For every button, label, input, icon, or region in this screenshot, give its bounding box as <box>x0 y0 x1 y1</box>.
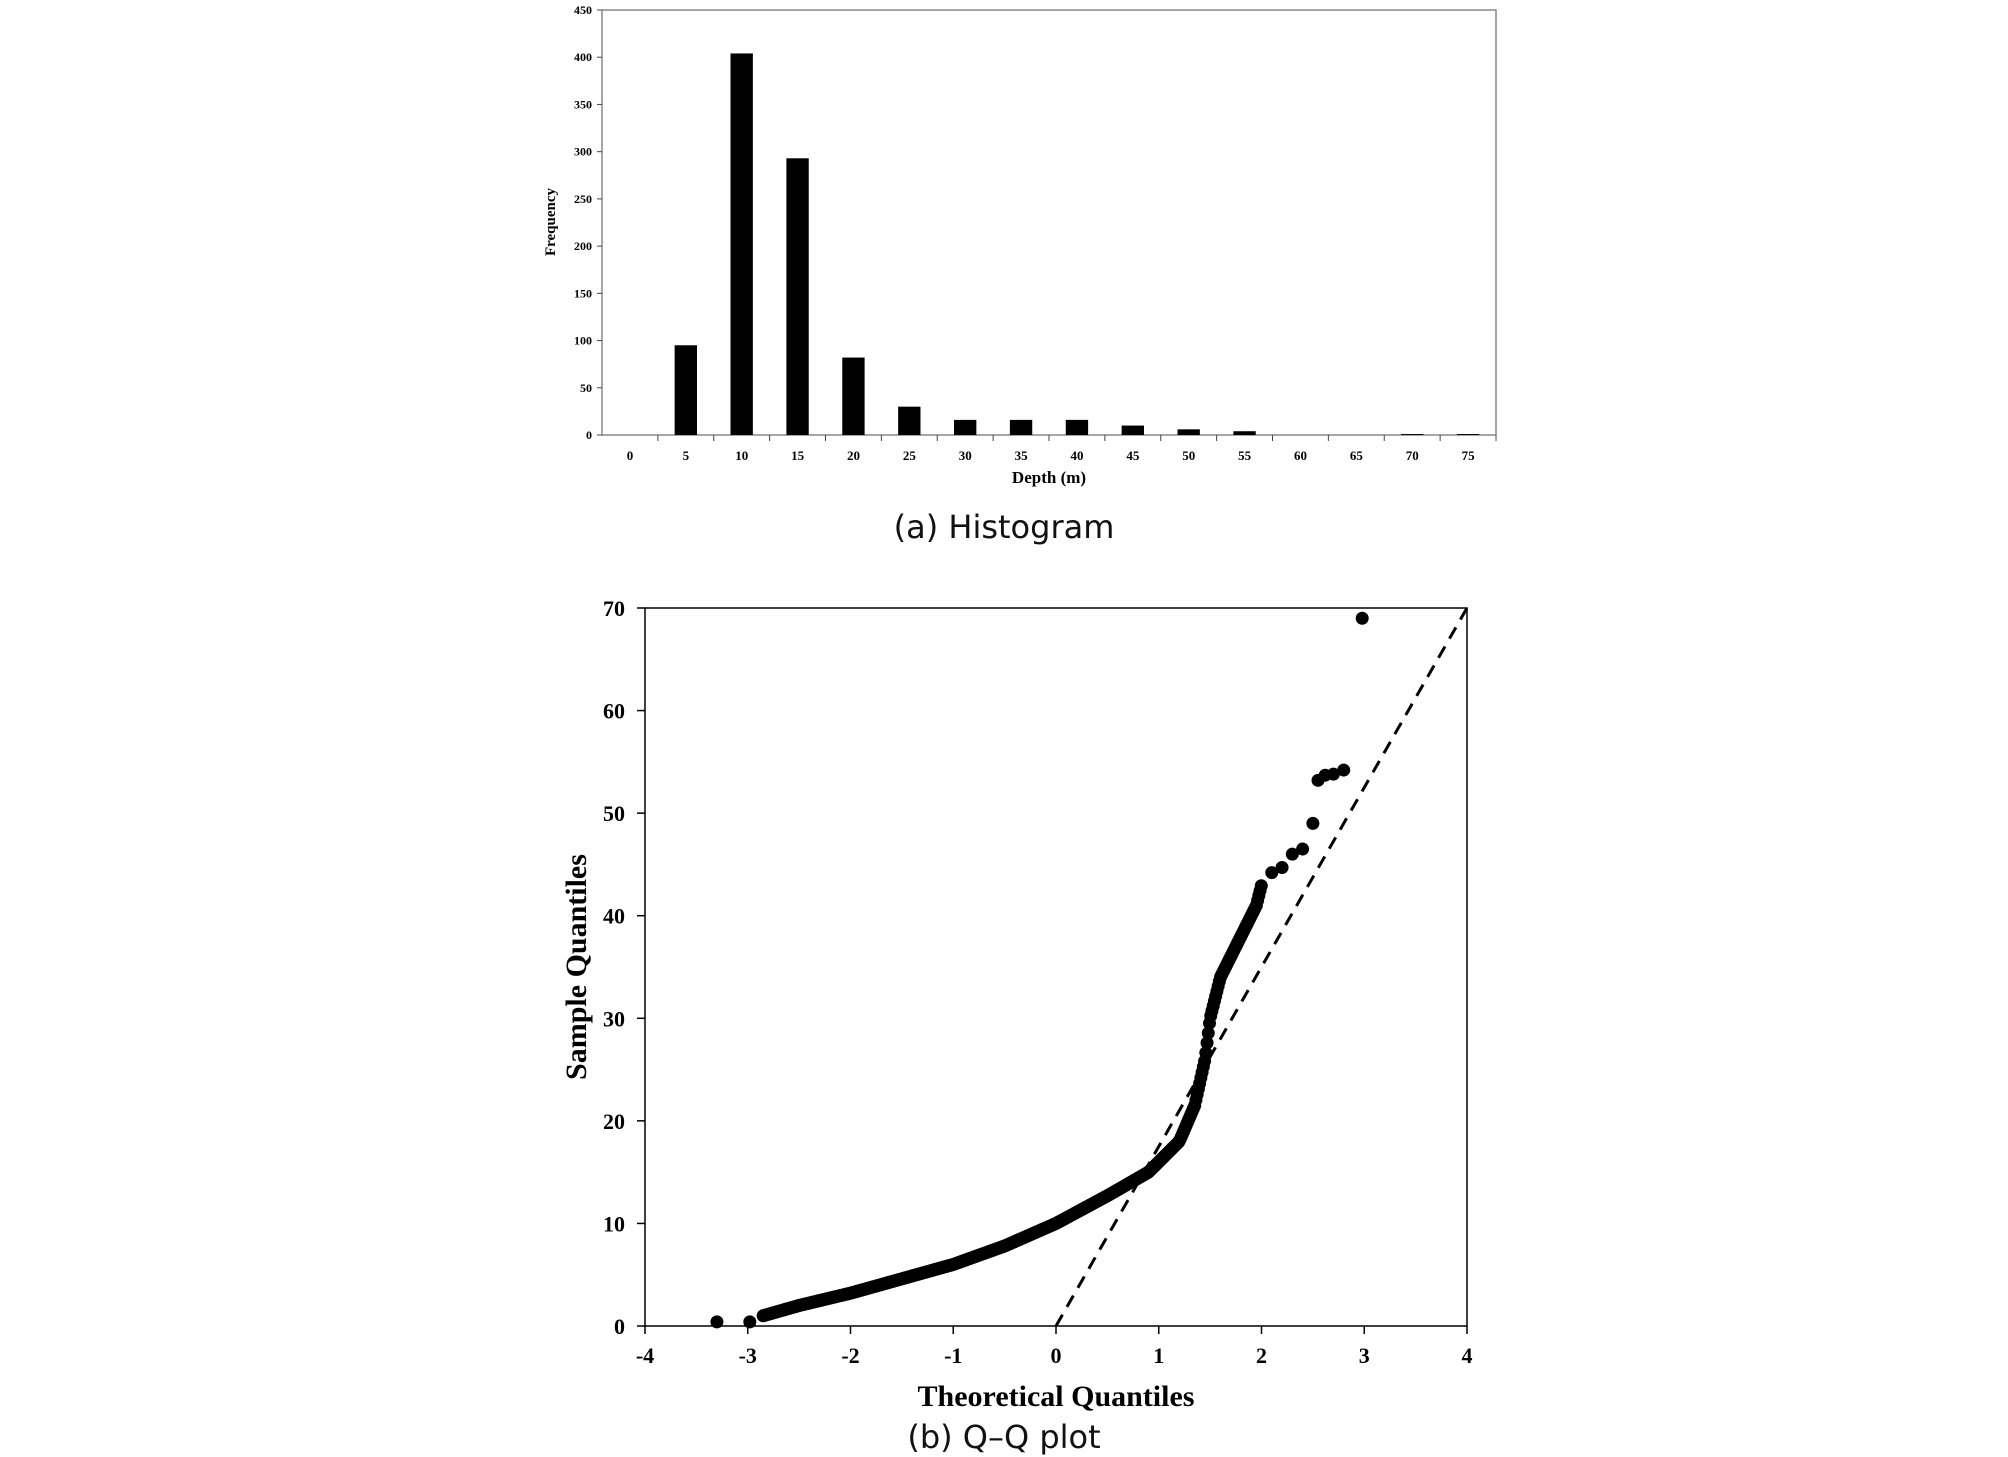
qq-x-axis-label: Theoretical Quantiles <box>918 1380 1195 1413</box>
histogram-x-tick-label: 5 <box>683 448 690 463</box>
qq-y-tick-label: 30 <box>603 1006 625 1031</box>
qq-x-tick-label: -3 <box>739 1343 757 1368</box>
qq-x-tick-label: 0 <box>1051 1343 1062 1368</box>
histogram-bar <box>1121 425 1144 435</box>
histogram-x-tick-label: 25 <box>903 448 917 463</box>
histogram-y-tick-label: 50 <box>580 381 592 395</box>
qq-x-tick-label: -1 <box>944 1343 962 1368</box>
histogram-y-tick-label: 100 <box>574 334 592 348</box>
qq-data-point <box>1326 767 1340 781</box>
qq-x-tick-label: 1 <box>1153 1343 1164 1368</box>
qq-data-point <box>1306 816 1320 830</box>
histogram-x-tick-label: 35 <box>1015 448 1029 463</box>
histogram-bar <box>1009 419 1033 435</box>
histogram-x-tick-label: 60 <box>1294 448 1307 463</box>
histogram-bar <box>674 345 697 435</box>
histogram-x-tick-label: 75 <box>1462 448 1476 463</box>
histogram-y-tick-label: 350 <box>574 97 592 111</box>
histogram-caption: (a) Histogram <box>893 508 1115 546</box>
histogram-x-tick-label: 70 <box>1406 448 1419 463</box>
qq-data-point <box>1337 763 1351 777</box>
qq-y-tick-label: 20 <box>603 1109 625 1134</box>
qq-y-tick-label: 10 <box>603 1211 625 1236</box>
qq-plot-caption: (b) Q–Q plot <box>907 1418 1101 1456</box>
histogram-x-tick-label: 45 <box>1126 448 1140 463</box>
histogram-bar <box>730 53 753 435</box>
histogram-y-tick-label: 0 <box>586 428 592 442</box>
qq-x-tick-label: 3 <box>1359 1343 1370 1368</box>
qq-data-point <box>1254 879 1268 893</box>
histogram-y-axis-label: Frequency <box>543 187 559 256</box>
qq-y-tick-label: 50 <box>603 801 625 826</box>
histogram-y-tick-label: 300 <box>574 145 592 159</box>
qq-x-tick-label: 4 <box>1462 1343 1473 1368</box>
qq-data-point <box>1275 861 1289 875</box>
histogram-x-tick-label: 20 <box>847 448 860 463</box>
histogram-x-axis-label: Depth (m) <box>1012 468 1086 487</box>
histogram-x-tick-label: 0 <box>627 448 634 463</box>
histogram-x-tick-label: 10 <box>735 448 748 463</box>
histogram-y-tick-label: 400 <box>574 50 592 64</box>
histogram-x-tick-label: 55 <box>1238 448 1252 463</box>
qq-y-tick-label: 40 <box>603 904 625 929</box>
histogram-y-tick-label: 250 <box>574 192 592 206</box>
qq-y-axis-label: Sample Quantiles <box>560 854 593 1080</box>
histogram-y-tick-label: 200 <box>574 239 592 253</box>
histogram-bar <box>1233 431 1256 435</box>
qq-x-tick-label: -2 <box>841 1343 859 1368</box>
qq-y-tick-label: 70 <box>603 596 625 621</box>
qq-data-point <box>1355 611 1369 625</box>
qq-x-tick-label: -4 <box>636 1343 654 1368</box>
qq-x-tick-label: 2 <box>1256 1343 1267 1368</box>
histogram-bar <box>1065 419 1089 435</box>
histogram-bar <box>842 357 865 435</box>
qq-data-point <box>1265 866 1279 880</box>
histogram-x-tick-label: 50 <box>1182 448 1195 463</box>
qq-y-tick-label: 0 <box>614 1314 625 1339</box>
qq-data-point <box>1296 842 1310 856</box>
histogram-bar <box>898 406 921 435</box>
histogram-bar <box>1177 429 1200 435</box>
histogram-bar <box>954 419 977 435</box>
histogram-x-tick-label: 65 <box>1350 448 1364 463</box>
qq-data-point <box>710 1315 724 1329</box>
histogram-chart: 0 5 10 15 20 25 30 35 40 45 50 55 60 65 70 75 0 50 100 150 2… <box>543 3 1497 487</box>
histogram-x-tick-label: 30 <box>959 448 972 463</box>
histogram-bar <box>786 158 809 435</box>
histogram-y-tick-label: 150 <box>574 286 592 300</box>
histogram-bar <box>1401 434 1424 435</box>
qq-data-point <box>743 1315 757 1329</box>
qq-data-point <box>1201 1026 1215 1040</box>
histogram-bar <box>1456 434 1480 435</box>
histogram-x-tick-label: 15 <box>791 448 805 463</box>
qq-data-point <box>1285 847 1299 861</box>
qq-data-point <box>1200 1036 1214 1050</box>
qq-y-tick-label: 60 <box>603 699 625 724</box>
qq-reference-line <box>1054 607 1469 1327</box>
histogram-y-tick-label: 450 <box>574 3 592 17</box>
histogram-x-tick-label: 40 <box>1070 448 1083 463</box>
qq-data-point <box>1199 1046 1213 1060</box>
